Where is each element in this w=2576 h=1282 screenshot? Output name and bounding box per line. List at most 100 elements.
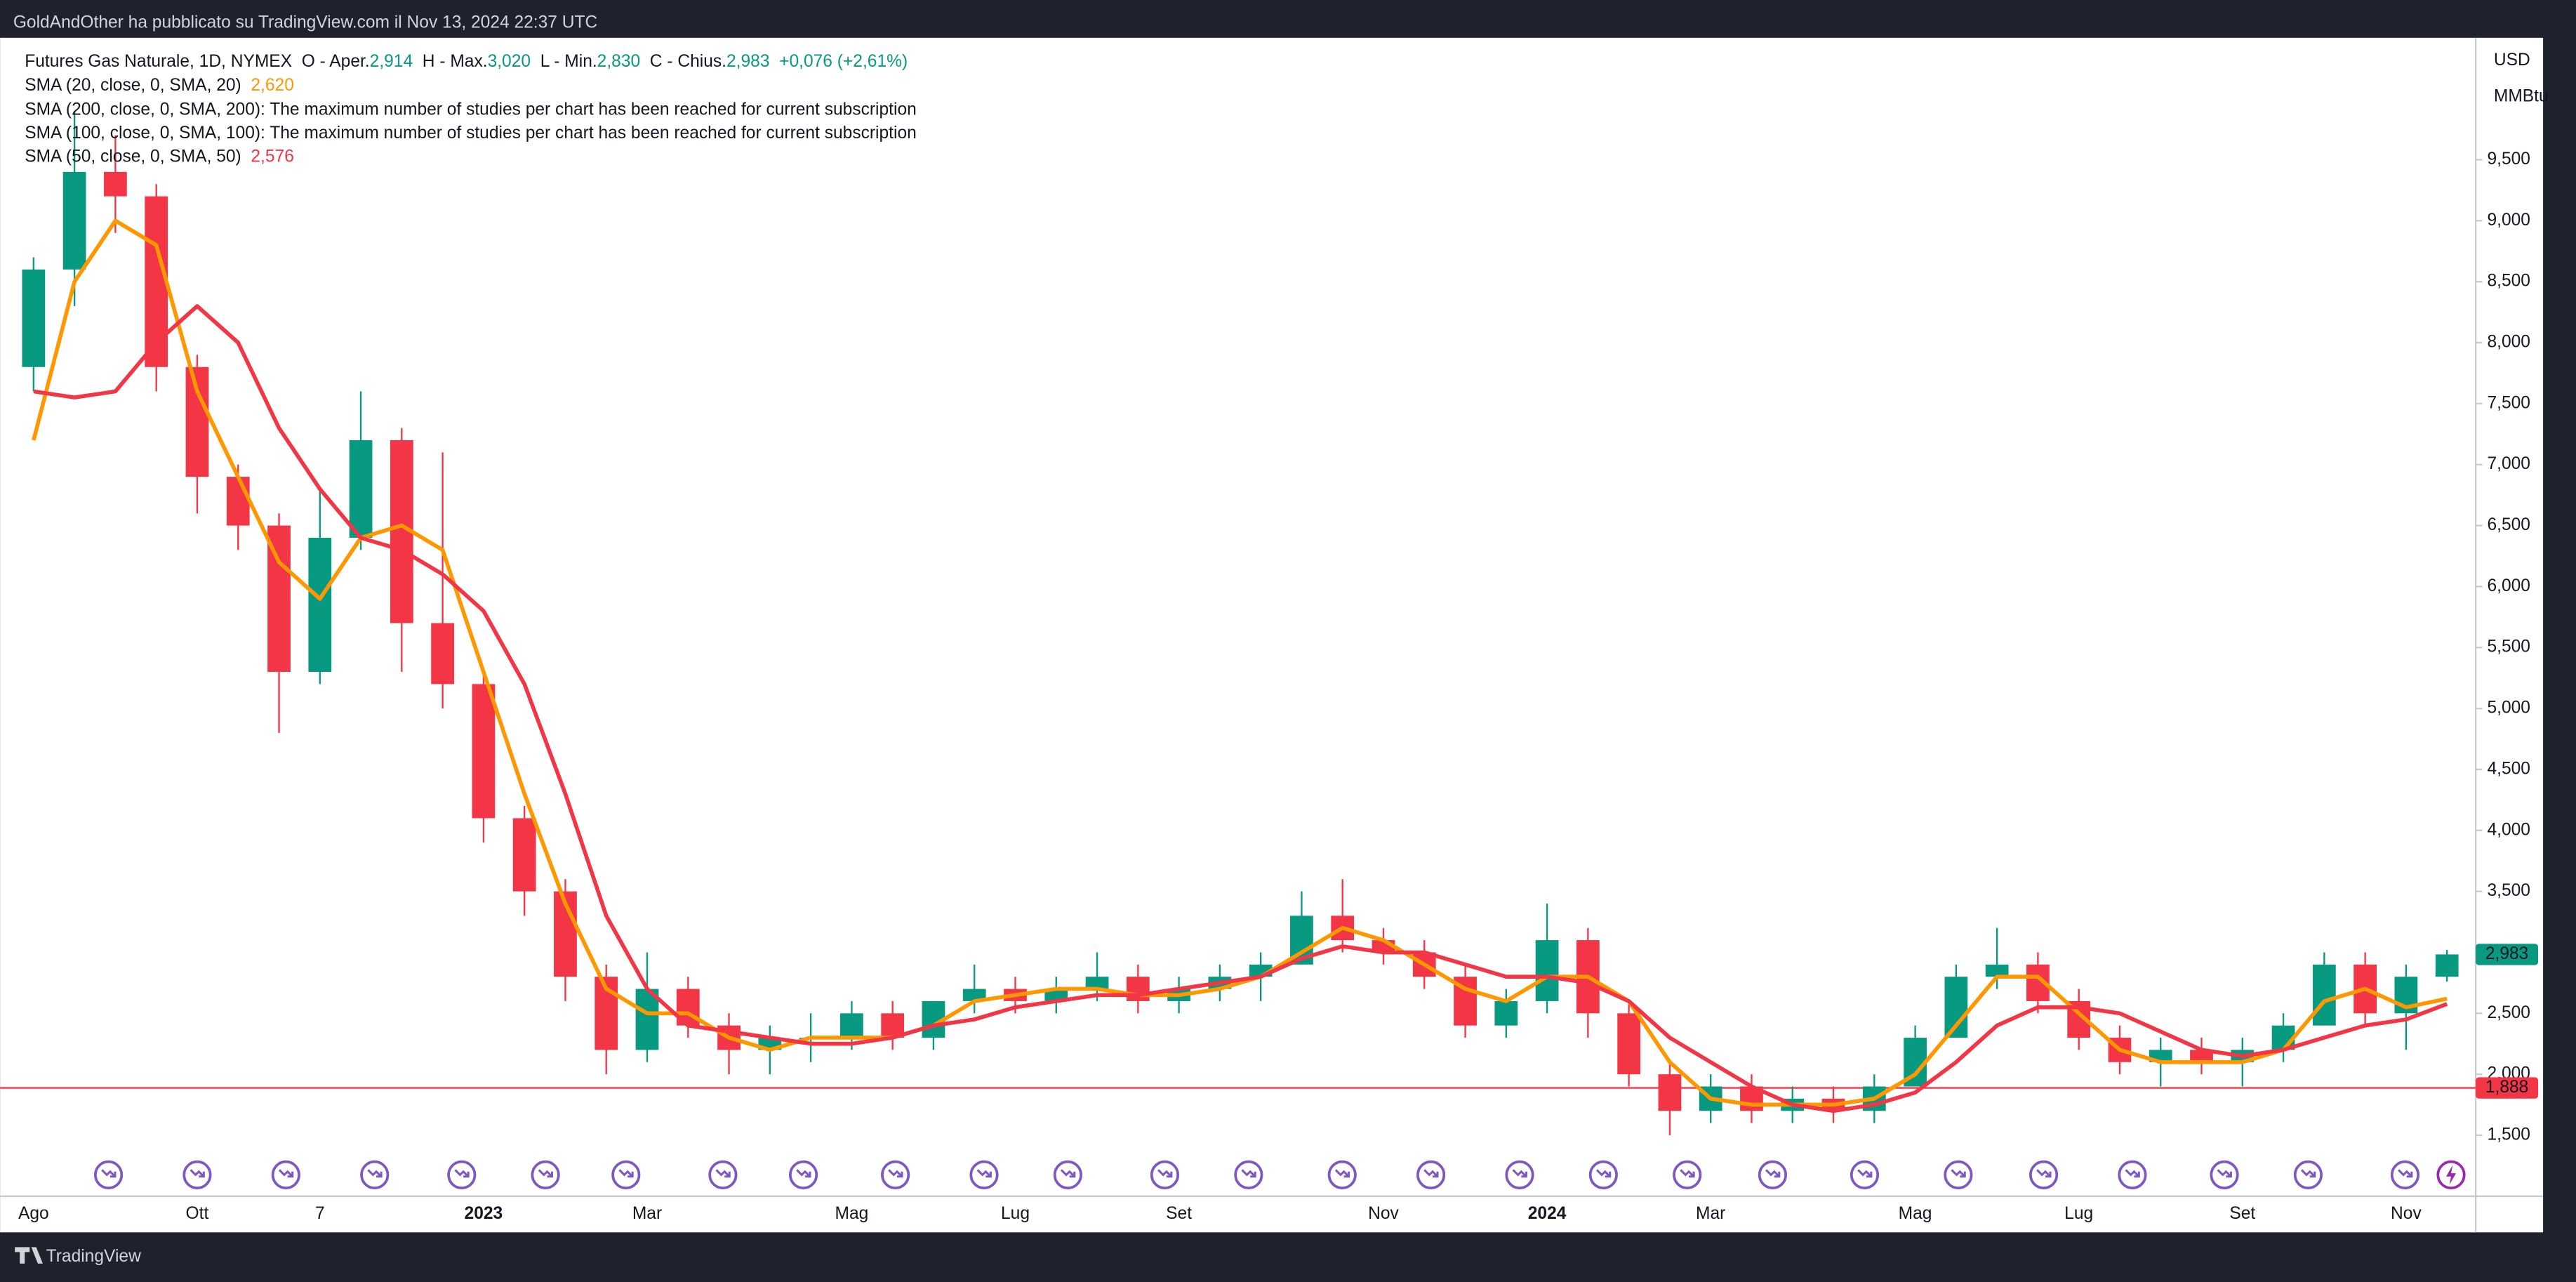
candle-body xyxy=(104,171,127,197)
event-circle xyxy=(2029,1160,2059,1189)
x-tick-label: Nov xyxy=(2391,1204,2422,1223)
x-tick-label: 2024 xyxy=(1528,1204,1567,1223)
event-circle xyxy=(788,1160,818,1189)
event-glyph xyxy=(1595,1169,1612,1178)
ohlc-label: L - Min. xyxy=(540,52,597,71)
sma-line xyxy=(33,304,2448,1114)
event-icon xyxy=(2390,1160,2420,1189)
ohlc-value: 2,983 xyxy=(726,52,769,71)
event-glyph xyxy=(1512,1169,1527,1178)
event-icon xyxy=(969,1160,999,1189)
event-glyph xyxy=(2446,1165,2457,1185)
legend-series-name: SMA (50, close, 0, SMA, 50) xyxy=(25,147,241,166)
candle-body xyxy=(1535,940,1559,1001)
candle-body xyxy=(635,989,659,1050)
event-icon xyxy=(2293,1160,2323,1189)
event-glyph xyxy=(715,1169,731,1178)
event-circle xyxy=(881,1160,910,1189)
ohlc-label: H - Max. xyxy=(423,52,488,71)
candle-body xyxy=(308,537,332,672)
space xyxy=(292,52,302,71)
x-tick-label: Set xyxy=(1166,1204,1192,1223)
event-icon xyxy=(1053,1160,1082,1189)
candle-body xyxy=(1617,1013,1641,1075)
legend-series-value: 2,620 xyxy=(251,76,293,95)
candle-body xyxy=(22,269,46,367)
y-tick-label: 6,500 xyxy=(2488,515,2530,534)
legend-row: Futures Gas Naturale, 1D, NYMEX O - Aper… xyxy=(25,52,908,71)
candle-body xyxy=(1985,964,2009,977)
event-glyph xyxy=(2300,1169,2316,1178)
event-glyph xyxy=(1060,1169,1076,1178)
legend-row: SMA (50, close, 0, SMA, 50) 2,576 xyxy=(25,147,294,166)
event-icon xyxy=(1758,1160,1788,1189)
event-glyph xyxy=(1157,1169,1173,1178)
y-tick-label: 1,500 xyxy=(2488,1125,2530,1144)
y-tick-label: 7,500 xyxy=(2488,393,2530,412)
price-line-tag xyxy=(2476,1077,2539,1099)
space xyxy=(640,52,650,71)
event-circle xyxy=(360,1160,390,1189)
y-tick-label: 8,000 xyxy=(2488,333,2530,352)
candle-body xyxy=(1126,977,1150,1001)
y-tick-label: 5,500 xyxy=(2488,637,2530,656)
y-tick-label: 5,000 xyxy=(2488,699,2530,718)
event-icon xyxy=(611,1160,641,1189)
price-line-label: 1,888 xyxy=(2485,1078,2528,1097)
event-circle xyxy=(1588,1160,1618,1189)
event-circle xyxy=(447,1160,477,1189)
event-glyph xyxy=(1241,1169,1256,1178)
candle-body xyxy=(472,684,496,819)
plot: 1,5002,0002,5003,0003,5004,0004,5005,000… xyxy=(0,111,2539,1223)
event-glyph xyxy=(367,1169,383,1178)
currency: USD xyxy=(2494,51,2530,70)
space xyxy=(413,52,423,71)
event-glyph xyxy=(454,1169,470,1178)
legend-note: SMA (200, close, 0, SMA, 200): The maxim… xyxy=(25,100,917,119)
candle-body xyxy=(962,989,986,1001)
event-circle xyxy=(2118,1160,2147,1189)
event-icon xyxy=(271,1160,300,1189)
event-icon xyxy=(788,1160,818,1189)
x-tick-label: Lug xyxy=(1001,1204,1030,1223)
footer-logo xyxy=(15,1247,43,1264)
event-glyph xyxy=(2125,1169,2140,1178)
event-circle xyxy=(531,1160,560,1189)
candle-body xyxy=(1085,977,1109,989)
candle-body xyxy=(62,171,86,270)
candle-body xyxy=(2190,1050,2213,1062)
event-icon xyxy=(1505,1160,1534,1189)
legend-change: +0,076 (+2,61%) xyxy=(779,52,908,71)
header: GoldAndOther ha pubblicato su TradingVie… xyxy=(13,13,597,32)
event-circle xyxy=(969,1160,999,1189)
event-icon xyxy=(1673,1160,1702,1189)
x-tick-label: 2023 xyxy=(465,1204,503,1223)
candle-body xyxy=(226,477,250,526)
candle-body xyxy=(1494,1000,1518,1026)
x-tick-label: Mag xyxy=(835,1204,868,1223)
event-icon xyxy=(182,1160,212,1189)
event-glyph xyxy=(618,1169,634,1178)
event-circle xyxy=(2293,1160,2323,1189)
x-tick-label: Mar xyxy=(632,1204,662,1223)
x-tick-label: Ott xyxy=(186,1204,209,1223)
x-tick-label: Lug xyxy=(2064,1204,2093,1223)
event-glyph xyxy=(2217,1169,2232,1178)
space xyxy=(241,147,251,166)
y-tick-label: 2,500 xyxy=(2488,1003,2530,1022)
event-glyph xyxy=(2398,1169,2413,1178)
event-icon xyxy=(1944,1160,1973,1189)
event-circle xyxy=(1758,1160,1788,1189)
event-icon xyxy=(2118,1160,2147,1189)
event-glyph xyxy=(278,1169,294,1178)
ohlc-value: 3,020 xyxy=(488,52,531,71)
y-tick-label: 7,000 xyxy=(2488,454,2530,473)
last-price-label: 2,983 xyxy=(2485,944,2528,963)
x-tick-label: Ago xyxy=(18,1204,49,1223)
ohlc-label: C - Chius. xyxy=(650,52,726,71)
event-icon xyxy=(1588,1160,1618,1189)
event-circle xyxy=(1150,1160,1180,1189)
y-tick-label: 3,500 xyxy=(2488,881,2530,900)
unit: MMBtu xyxy=(2494,87,2549,106)
